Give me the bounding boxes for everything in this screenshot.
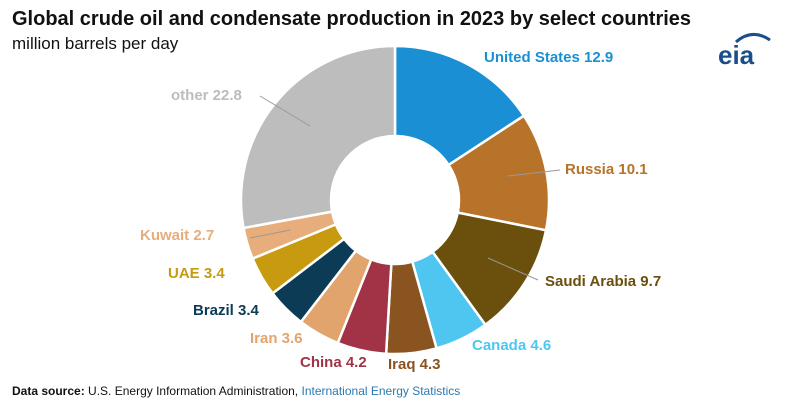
label-united-states: United States 12.9 <box>484 49 613 66</box>
eia-logo-text: eia <box>718 40 755 70</box>
data-source: Data source: U.S. Energy Information Adm… <box>12 384 460 398</box>
label-saudi-arabia: Saudi Arabia 9.7 <box>545 273 661 290</box>
chart-subtitle: million barrels per day <box>12 34 179 53</box>
label-other: other 22.8 <box>171 87 242 104</box>
label-canada: Canada 4.6 <box>472 337 551 354</box>
data-source-label: Data source: <box>12 384 85 398</box>
label-iraq: Iraq 4.3 <box>388 356 441 373</box>
label-brazil: Brazil 3.4 <box>193 302 260 319</box>
slice-other <box>239 44 397 230</box>
leader-line-other <box>259 95 311 127</box>
label-russia: Russia 10.1 <box>565 161 648 178</box>
leader-line-russia <box>507 169 561 177</box>
label-uae: UAE 3.4 <box>168 265 225 282</box>
chart-title: Global crude oil and condensate producti… <box>12 8 692 30</box>
leader-line-saudi-arabia <box>487 257 539 281</box>
eia-logo-arc-icon <box>735 33 771 44</box>
label-china: China 4.2 <box>300 354 367 371</box>
data-source-link[interactable]: International Energy Statistics <box>301 384 461 398</box>
label-iran: Iran 3.6 <box>250 330 303 347</box>
eia-logo: eia <box>714 30 774 70</box>
data-source-agency: U.S. Energy Information Administration, <box>88 384 299 398</box>
leader-line-kuwait <box>249 229 291 239</box>
label-kuwait: Kuwait 2.7 <box>140 227 214 244</box>
slice-united-states <box>393 44 526 167</box>
